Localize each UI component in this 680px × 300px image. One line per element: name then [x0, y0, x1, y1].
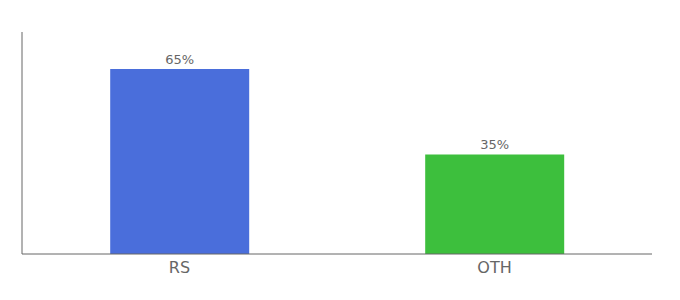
svg-text:OTH: OTH: [477, 258, 511, 277]
svg-text:RS: RS: [169, 258, 190, 277]
svg-text:65%: 65%: [165, 52, 194, 67]
svg-text:35%: 35%: [480, 137, 509, 152]
